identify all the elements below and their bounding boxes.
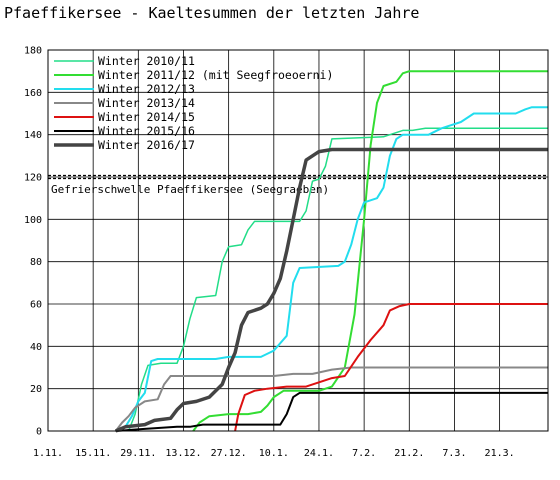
x-tick-label: 21.2.	[394, 448, 424, 459]
x-tick-label: 13.12.	[165, 448, 201, 459]
chart-title: Pfaeffikersee - Kaeltesummen der letzten…	[4, 4, 419, 22]
x-axis-ticks: 1.11. 15.11. 29.11. 13.12. 27.12. 10.1. 24.1. 7…	[33, 448, 515, 459]
legend-label: Winter 2012/13	[98, 82, 195, 96]
series-line-5	[234, 303, 548, 432]
series-line-1	[127, 127, 548, 432]
series-line-2	[192, 70, 548, 432]
x-tick-label: 21.3.	[485, 448, 515, 459]
x-tick-label: 27.12.	[211, 448, 247, 459]
y-tick-label: 180	[24, 46, 42, 57]
series-line-3	[115, 106, 548, 432]
y-tick-label: 40	[30, 342, 42, 353]
y-tick-label: 160	[24, 88, 42, 99]
x-tick-label: 7.3.	[442, 448, 466, 459]
x-tick-label: 29.11.	[120, 448, 156, 459]
plot-frame	[47, 49, 549, 432]
y-tick-label: 100	[24, 215, 42, 226]
x-tick-label: 1.11.	[33, 448, 63, 459]
series-group	[114, 70, 548, 433]
legend-label: Winter 2014/15	[98, 110, 195, 124]
legend-label: Winter 2016/17	[98, 138, 195, 152]
series-line-6	[115, 391, 548, 432]
series-line-4	[114, 366, 548, 432]
x-tick-label: 24.1.	[304, 448, 334, 459]
y-tick-label: 120	[24, 173, 42, 184]
y-tick-label: 0	[36, 427, 42, 438]
legend-label: Winter 2010/11	[98, 54, 195, 68]
x-tick-label: 7.2.	[352, 448, 376, 459]
y-tick-label: 60	[30, 300, 42, 311]
threshold-line-group: Gefrierschwelle Pfaeffikersee (Seegraebe…	[48, 174, 548, 196]
y-axis-ticks: 0 20 40 60 80 100 120 140 160 180	[24, 46, 42, 438]
x-tick-label: 10.1.	[259, 448, 289, 459]
threshold-label: Gefrierschwelle Pfaeffikersee (Seegraebe…	[51, 183, 329, 196]
y-tick-label: 140	[24, 130, 42, 141]
series-line-7	[115, 147, 548, 433]
y-tick-label: 20	[30, 384, 42, 395]
legend-label: Winter 2015/16	[98, 124, 195, 138]
x-tick-label: 15.11.	[75, 448, 111, 459]
legend-label: Winter 2013/14	[98, 96, 195, 110]
legend-label: Winter 2011/12 (mit Seegfroeoerni)	[98, 68, 333, 82]
y-tick-label: 80	[30, 257, 42, 268]
